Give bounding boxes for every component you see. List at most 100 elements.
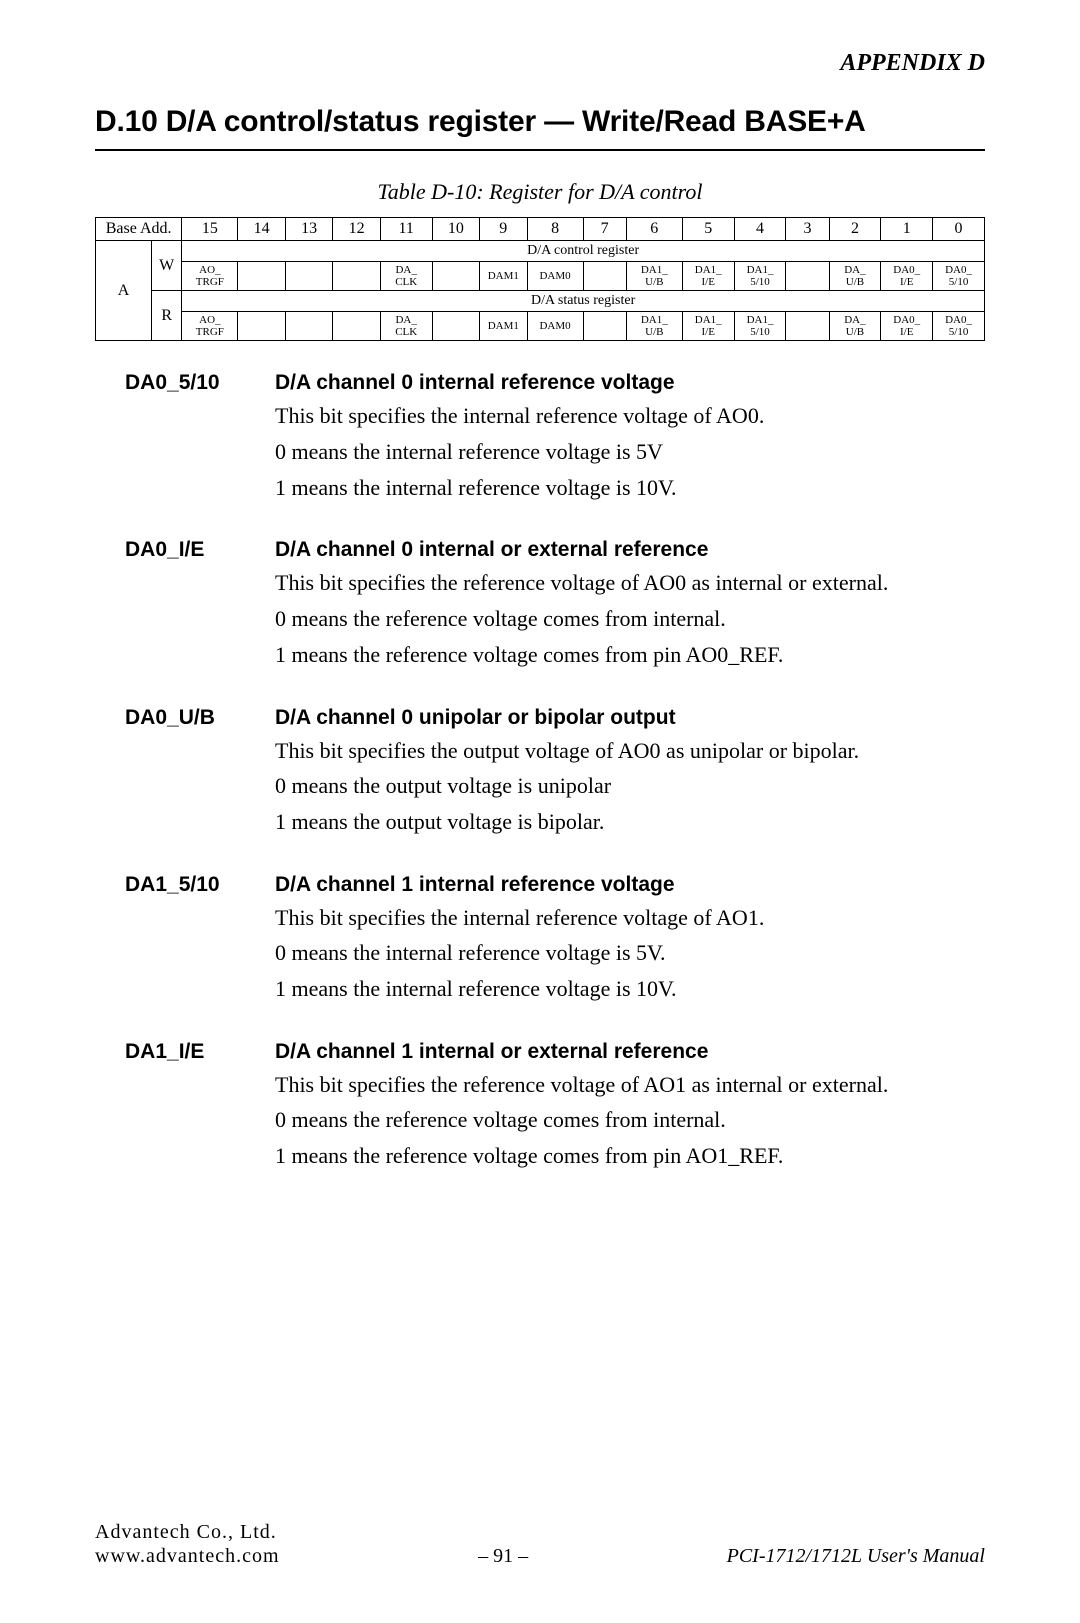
definition-label: DA0_5/10 <box>125 371 275 508</box>
bit-cell <box>285 312 332 341</box>
definition-line: 0 means the reference voltage comes from… <box>275 1105 975 1135</box>
bit-num: 10 <box>432 218 479 241</box>
register-table: Base Add. 15 14 13 12 11 10 9 8 7 6 5 4 … <box>95 217 985 341</box>
r-label: R <box>152 291 182 341</box>
definition-line: 1 means the internal reference voltage i… <box>275 974 975 1004</box>
row-a-label: A <box>96 241 152 341</box>
bit-cell <box>786 262 829 291</box>
bit-cell: DAM0 <box>527 262 583 291</box>
definition-line: 0 means the output voltage is unipolar <box>275 771 975 801</box>
definition-line: This bit specifies the internal referenc… <box>275 903 975 933</box>
w-label: W <box>152 241 182 291</box>
bit-cell <box>285 262 332 291</box>
appendix-header: APPENDIX D <box>95 50 985 77</box>
bit-num: 6 <box>626 218 682 241</box>
table-row: AO_TRGF DA_CLK DAM1 DAM0 DA1_U/B DA1_I/E… <box>96 312 985 341</box>
definition-line: This bit specifies the reference voltage… <box>275 1070 975 1100</box>
definition-line: 0 means the internal reference voltage i… <box>275 437 975 467</box>
definition-label: DA0_I/E <box>125 538 275 675</box>
definition-line: 0 means the reference voltage comes from… <box>275 604 975 634</box>
bit-num: 15 <box>182 218 238 241</box>
base-add-label: Base Add. <box>96 218 182 241</box>
bit-cell <box>238 312 285 341</box>
bit-cell: DA_U/B <box>829 312 881 341</box>
definitions-list: DA0_5/10D/A channel 0 internal reference… <box>125 371 975 1176</box>
definition-title: D/A channel 0 internal reference voltage <box>275 371 975 395</box>
definition-row: DA0_5/10D/A channel 0 internal reference… <box>125 371 975 508</box>
definition-title: D/A channel 0 internal or external refer… <box>275 538 975 562</box>
bit-num: 2 <box>829 218 881 241</box>
bit-num: 5 <box>682 218 734 241</box>
definition-row: DA1_I/ED/A channel 1 internal or externa… <box>125 1040 975 1177</box>
definition-title: D/A channel 1 internal or external refer… <box>275 1040 975 1064</box>
table-row: R D/A status register <box>96 291 985 312</box>
definition-row: DA0_U/BD/A channel 0 unipolar or bipolar… <box>125 706 975 843</box>
bit-num: 12 <box>333 218 380 241</box>
bit-cell: DA0_I/E <box>881 262 933 291</box>
definition-body: D/A channel 1 internal or external refer… <box>275 1040 975 1177</box>
bit-num: 13 <box>285 218 332 241</box>
definition-title: D/A channel 1 internal reference voltage <box>275 873 975 897</box>
bit-cell: DA1_I/E <box>682 262 734 291</box>
definition-line: 1 means the reference voltage comes from… <box>275 1141 975 1171</box>
definition-body: D/A channel 0 unipolar or bipolar output… <box>275 706 975 843</box>
page-footer: Advantech Co., Ltd. www.advantech.com – … <box>95 1520 985 1568</box>
table-row: Base Add. 15 14 13 12 11 10 9 8 7 6 5 4 … <box>96 218 985 241</box>
footer-url: www.advantech.com <box>95 1544 280 1568</box>
definition-line: 1 means the internal reference voltage i… <box>275 473 975 503</box>
bit-cell: DA0_I/E <box>881 312 933 341</box>
bit-cell <box>432 312 479 341</box>
bit-num: 9 <box>480 218 527 241</box>
definition-row: DA1_5/10D/A channel 1 internal reference… <box>125 873 975 1010</box>
table-caption: Table D-10: Register for D/A control <box>95 179 985 205</box>
bit-num: 8 <box>527 218 583 241</box>
bit-cell: DA1_U/B <box>626 262 682 291</box>
bit-cell <box>333 262 380 291</box>
bit-num: 0 <box>933 218 985 241</box>
definition-label: DA1_5/10 <box>125 873 275 1010</box>
definition-row: DA0_I/ED/A channel 0 internal or externa… <box>125 538 975 675</box>
definition-body: D/A channel 0 internal or external refer… <box>275 538 975 675</box>
definition-body: D/A channel 0 internal reference voltage… <box>275 371 975 508</box>
bit-cell: DA1_5/10 <box>734 312 786 341</box>
bit-num: 14 <box>238 218 285 241</box>
bit-cell <box>786 312 829 341</box>
footer-manual: PCI-1712/1712L User's Manual <box>727 1545 985 1568</box>
bit-num: 11 <box>380 218 432 241</box>
bit-cell <box>583 312 626 341</box>
bit-cell: AO_TRGF <box>182 262 238 291</box>
bit-num: 3 <box>786 218 829 241</box>
bit-cell: DA_CLK <box>380 262 432 291</box>
bit-cell: DA0_5/10 <box>933 312 985 341</box>
section-title: D.10 D/A control/status register — Write… <box>95 105 985 151</box>
footer-page: – 91 – <box>478 1545 528 1568</box>
definition-line: This bit specifies the internal referenc… <box>275 401 975 431</box>
definition-line: This bit specifies the output voltage of… <box>275 736 975 766</box>
definition-label: DA0_U/B <box>125 706 275 843</box>
bit-cell <box>583 262 626 291</box>
bit-cell: DAM1 <box>480 312 527 341</box>
bit-cell <box>238 262 285 291</box>
status-banner: D/A status register <box>182 291 985 312</box>
bit-cell: DAM0 <box>527 312 583 341</box>
bit-cell: DAM1 <box>480 262 527 291</box>
definition-body: D/A channel 1 internal reference voltage… <box>275 873 975 1010</box>
control-banner: D/A control register <box>182 241 985 262</box>
bit-cell: AO_TRGF <box>182 312 238 341</box>
bit-num: 1 <box>881 218 933 241</box>
definition-line: 1 means the reference voltage comes from… <box>275 640 975 670</box>
definition-title: D/A channel 0 unipolar or bipolar output <box>275 706 975 730</box>
bit-cell: DA1_5/10 <box>734 262 786 291</box>
bit-cell <box>432 262 479 291</box>
bit-num: 4 <box>734 218 786 241</box>
bit-num: 7 <box>583 218 626 241</box>
table-row: AO_TRGF DA_CLK DAM1 DAM0 DA1_U/B DA1_I/E… <box>96 262 985 291</box>
definition-line: 1 means the output voltage is bipolar. <box>275 807 975 837</box>
footer-company: Advantech Co., Ltd. <box>95 1520 280 1544</box>
bit-cell: DA1_U/B <box>626 312 682 341</box>
footer-left: Advantech Co., Ltd. www.advantech.com <box>95 1520 280 1568</box>
table-row: A W D/A control register <box>96 241 985 262</box>
bit-cell: DA_U/B <box>829 262 881 291</box>
definition-line: This bit specifies the reference voltage… <box>275 568 975 598</box>
bit-cell: DA0_5/10 <box>933 262 985 291</box>
